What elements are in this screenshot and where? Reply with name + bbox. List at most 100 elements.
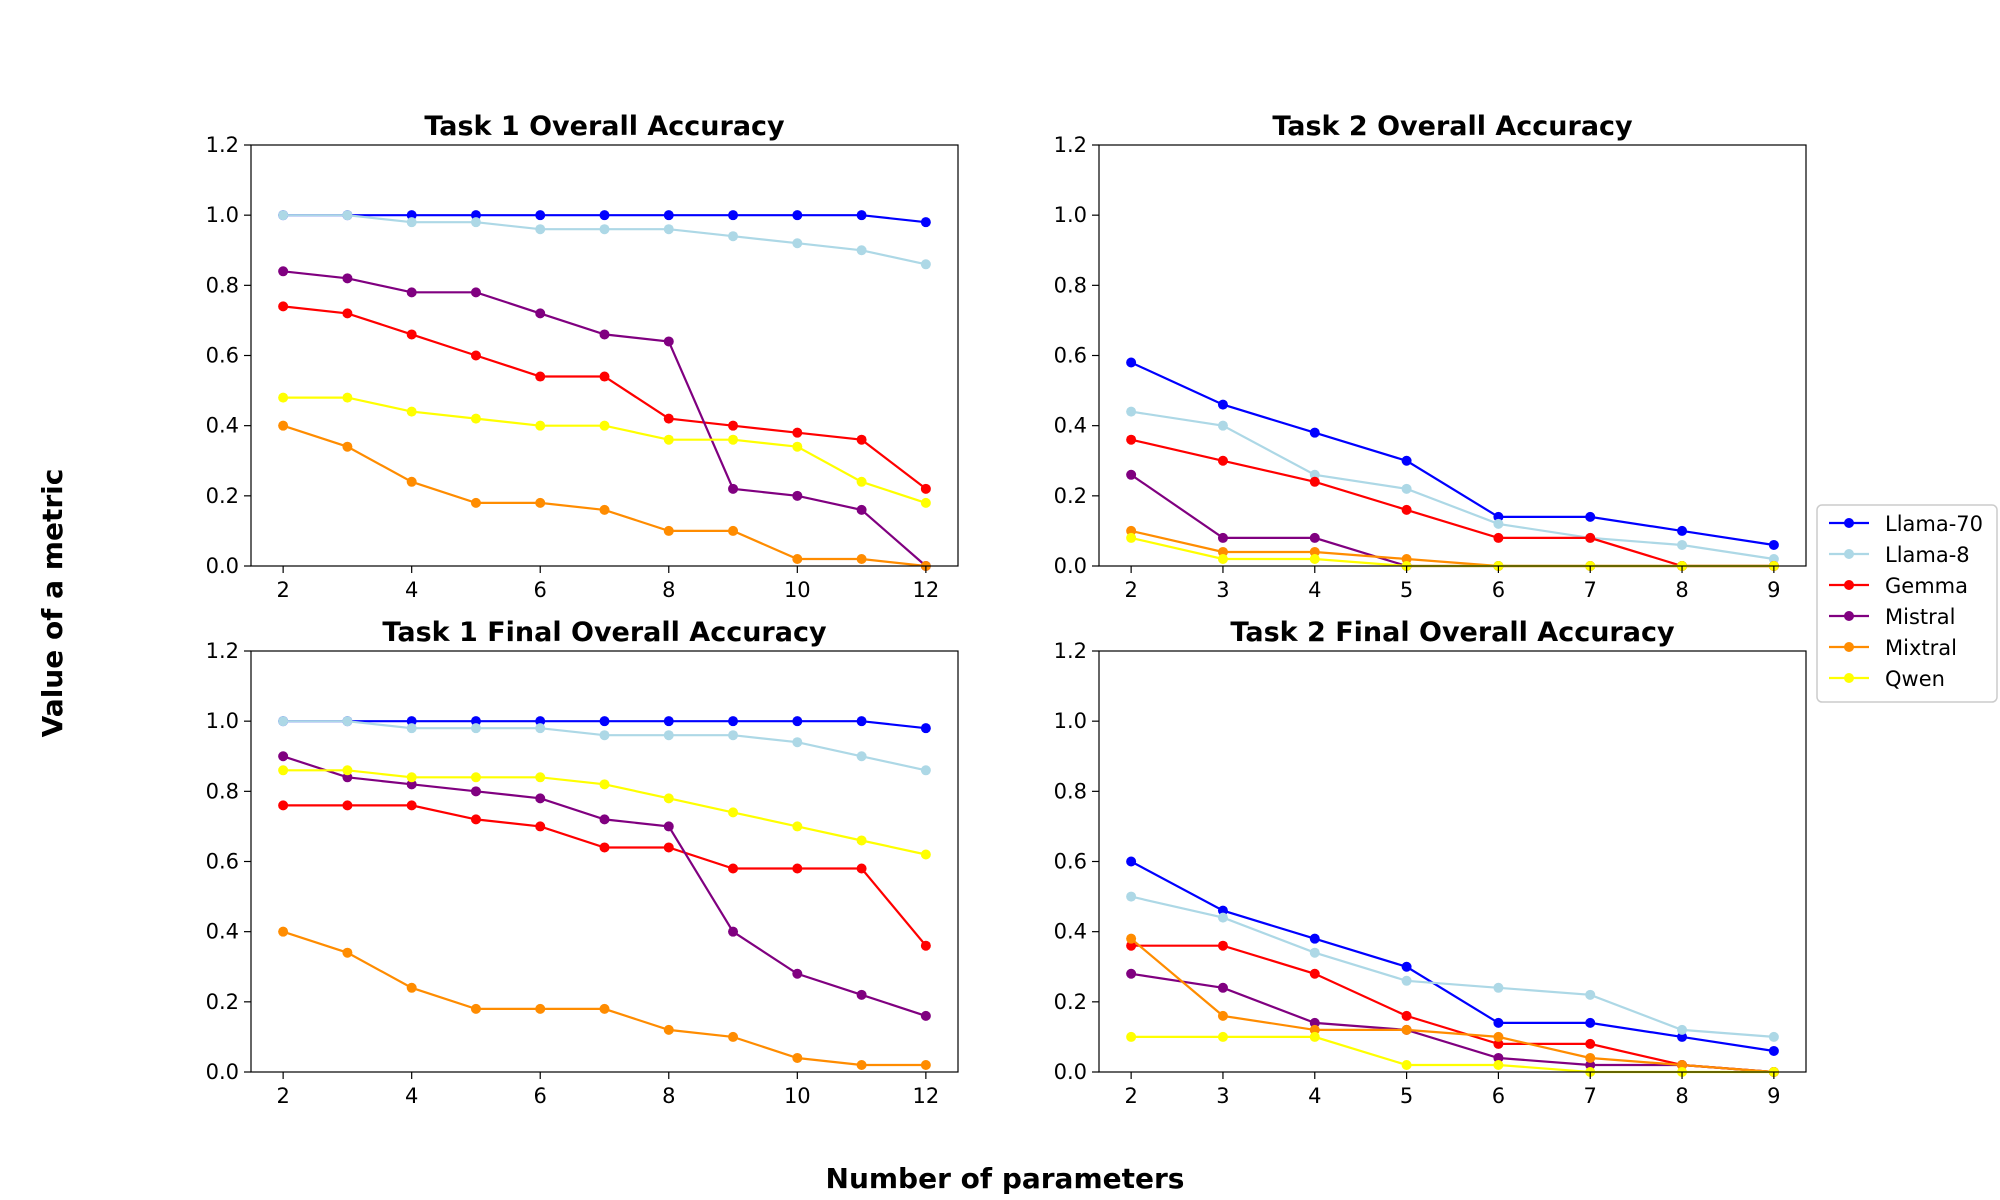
data-point	[599, 504, 610, 515]
subplot-title: Task 2 Final Overall Accuracy	[1230, 617, 1675, 648]
legend-label: Gemma	[1885, 574, 1968, 598]
x-tick-label: 8	[662, 1084, 675, 1108]
data-point	[599, 814, 610, 825]
x-tick-label: 10	[784, 1084, 811, 1108]
legend: Llama-70 Llama-8 Gemma Mistral Mixtral Qwen	[1816, 504, 1998, 703]
x-tick-label: 12	[912, 1084, 939, 1108]
y-tick-label: 0.6	[1054, 344, 1087, 368]
series-llama-8	[278, 716, 931, 776]
y-tick-label: 0.4	[206, 920, 239, 944]
y-tick-label: 1.2	[206, 133, 239, 157]
series-gemma	[1126, 940, 1779, 1077]
x-tick-label: 2	[1124, 1084, 1137, 1108]
x-tick-label: 6	[1492, 578, 1505, 602]
data-point	[1493, 511, 1504, 522]
legend-swatch-marker	[1844, 580, 1854, 590]
data-point	[1401, 1010, 1412, 1021]
data-point	[535, 308, 546, 319]
data-point	[1309, 933, 1320, 944]
legend-label: Llama-70	[1885, 512, 1983, 536]
y-tick-label: 0.8	[206, 779, 239, 803]
data-point	[1217, 1031, 1228, 1042]
data-point	[535, 793, 546, 804]
x-tick-label: 9	[1767, 1084, 1780, 1108]
y-tick-label: 0.4	[1054, 414, 1087, 438]
data-point	[342, 441, 353, 452]
x-tick-label: 3	[1216, 578, 1229, 602]
series-llama-70	[278, 210, 931, 228]
data-point	[728, 730, 739, 741]
x-tick-label: 12	[912, 578, 939, 602]
legend-label: Qwen	[1885, 667, 1945, 691]
y-tick-label: 0.8	[1054, 273, 1087, 297]
data-point	[1493, 1052, 1504, 1063]
data-point	[920, 217, 931, 228]
data-point	[856, 245, 867, 256]
data-point	[1401, 1024, 1412, 1035]
x-tick-label: 9	[1767, 578, 1780, 602]
data-point	[1677, 539, 1688, 550]
y-tick-label: 0.8	[206, 273, 239, 297]
series-line	[1130, 361, 1775, 547]
data-point	[663, 1024, 674, 1035]
series-qwen	[278, 765, 931, 860]
data-point	[406, 406, 417, 417]
data-point	[470, 716, 481, 727]
data-point	[599, 716, 610, 727]
data-point	[792, 1052, 803, 1063]
data-point	[1493, 1031, 1504, 1042]
data-point	[535, 772, 546, 783]
x-tick-label: 6	[1492, 1084, 1505, 1108]
data-point	[1585, 1052, 1596, 1063]
data-point	[663, 525, 674, 536]
legend-item-mixtral: Mixtral	[1829, 636, 1957, 660]
data-point	[406, 779, 417, 790]
y-tick-label: 1.2	[1054, 639, 1087, 663]
data-point	[1126, 856, 1137, 867]
legend-swatch-marker	[1844, 642, 1854, 652]
x-tick-label: 8	[662, 578, 675, 602]
data-point	[1126, 1031, 1137, 1042]
data-point	[470, 772, 481, 783]
data-point	[856, 835, 867, 846]
series-line	[1131, 944, 1774, 1074]
data-point	[1585, 532, 1596, 543]
data-point	[856, 863, 867, 874]
data-point	[278, 765, 289, 776]
data-point	[406, 210, 417, 221]
data-point	[1401, 504, 1412, 515]
y-tick-label: 1.2	[1054, 133, 1087, 157]
data-point	[599, 1003, 610, 1014]
legend-swatch-marker	[1844, 673, 1854, 683]
legend-swatch-marker	[1844, 518, 1854, 528]
x-axis-label: Number of parameters	[826, 1162, 1185, 1195]
legend-swatch-marker	[1844, 549, 1854, 559]
series-line	[283, 396, 927, 504]
data-point	[920, 940, 931, 951]
y-axis-label: Value of a metric	[36, 469, 69, 738]
data-point	[663, 336, 674, 347]
data-point	[792, 553, 803, 564]
y-tick-label: 1.0	[1054, 203, 1087, 227]
data-point	[663, 730, 674, 741]
y-tick-label: 1.2	[206, 639, 239, 663]
data-point	[1309, 476, 1320, 487]
data-point	[1309, 1031, 1320, 1042]
subplot-2: Task 2 Overall Accuracy 0.0 0.2 0.4 0.6 0.8 1.…	[1054, 111, 1807, 602]
y-tick-label: 0.0	[1054, 1060, 1087, 1084]
data-point	[470, 1003, 481, 1014]
data-point	[278, 301, 289, 312]
data-point	[406, 716, 417, 727]
data-point	[920, 723, 931, 734]
data-point	[599, 224, 610, 235]
data-point	[535, 716, 546, 727]
series-line	[1130, 410, 1775, 561]
data-point	[792, 716, 803, 727]
data-point	[792, 863, 803, 874]
data-point	[470, 217, 481, 228]
data-point	[1401, 483, 1412, 494]
x-tick-label: 7	[1584, 1084, 1597, 1108]
data-point	[470, 497, 481, 508]
data-point	[535, 821, 546, 832]
data-point	[1217, 399, 1228, 410]
